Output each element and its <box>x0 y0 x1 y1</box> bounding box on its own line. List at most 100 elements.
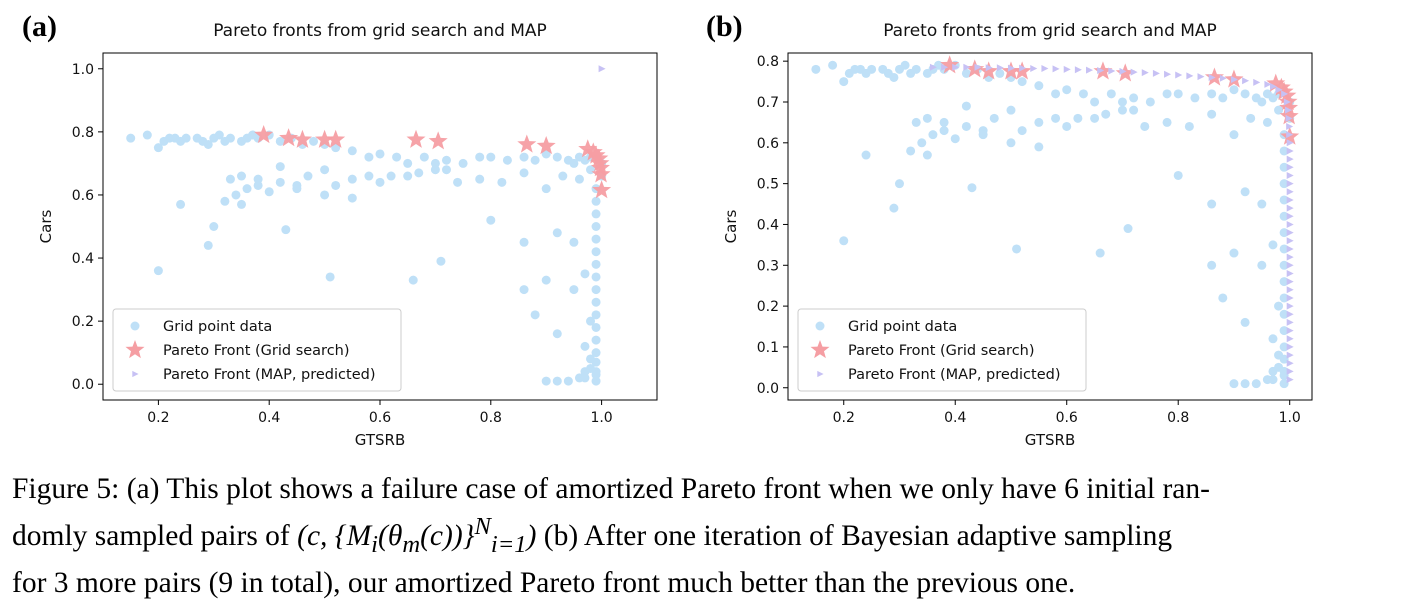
y-tick-label: 0.2 <box>72 314 94 330</box>
grid-point <box>375 149 385 159</box>
legend-marker-triangle <box>817 370 824 378</box>
grid-point <box>1140 121 1150 131</box>
grid-point <box>519 285 529 295</box>
grid-point <box>430 158 440 168</box>
grid-point <box>153 266 163 276</box>
grid-point <box>237 199 246 209</box>
pareto-map-triangle <box>1281 90 1289 98</box>
series-circle <box>811 60 1295 389</box>
pareto-grid-star <box>1274 81 1294 100</box>
grid-point <box>1184 121 1194 131</box>
caption-math-sup-n: N <box>474 513 491 540</box>
series-triangle-right <box>929 63 1294 384</box>
pareto-map-triangle <box>1007 64 1015 72</box>
grid-point <box>995 68 1005 78</box>
grid-point <box>220 196 230 206</box>
grid-point <box>1207 260 1217 270</box>
legend-label: Pareto Front (MAP, predicted) <box>848 367 1060 383</box>
pareto-map-triangle <box>1030 65 1038 73</box>
grid-point <box>591 285 601 295</box>
pareto-map-triangle <box>1097 67 1105 75</box>
pareto-map-triangle <box>1286 327 1294 335</box>
grid-point <box>894 179 904 189</box>
chart-a: Pareto fronts from grid search and MAP 0.… <box>37 21 658 449</box>
pareto-map-triangle <box>598 65 606 73</box>
grid-point <box>591 196 601 206</box>
grid-point <box>591 370 601 380</box>
pareto-map-triangle <box>1286 367 1294 375</box>
grid-point <box>591 209 601 219</box>
pareto-map-triangle <box>1286 318 1294 326</box>
series-star <box>254 125 612 199</box>
panel-letter-a: (a) <box>22 10 57 43</box>
grid-point <box>900 60 910 70</box>
grid-point <box>1279 146 1289 156</box>
grid-point <box>320 190 330 200</box>
grid-point <box>591 272 601 282</box>
pareto-map-triangle <box>1208 73 1216 81</box>
grid-point <box>1240 187 1250 197</box>
grid-point <box>1257 97 1267 107</box>
grid-point <box>922 150 932 160</box>
pareto-map-triangle <box>1286 302 1294 310</box>
legend-marker-star <box>125 340 145 359</box>
pareto-grid-star <box>1001 61 1021 80</box>
grid-point <box>176 199 186 209</box>
grid-point <box>436 256 446 266</box>
grid-point <box>1279 371 1289 381</box>
pareto-map-triangle <box>1108 67 1116 75</box>
y-tick-label: 0.5 <box>757 177 779 193</box>
grid-point <box>591 259 601 269</box>
pareto-map-triangle <box>1286 220 1294 228</box>
grid-point <box>591 310 601 320</box>
pareto-map-triangle <box>1286 261 1294 269</box>
pareto-map-triangle <box>1286 171 1294 179</box>
grid-point <box>917 138 927 148</box>
grid-point <box>225 174 235 184</box>
grid-point <box>1129 105 1139 115</box>
y-tick-label: 0.1 <box>757 340 779 356</box>
pareto-map-triangle <box>1286 359 1294 367</box>
grid-point <box>1090 113 1100 123</box>
y-tick-label: 0.4 <box>757 217 779 233</box>
pareto-map-triangle <box>1286 229 1294 237</box>
grid-point <box>1034 117 1044 127</box>
pareto-map-triangle <box>963 63 971 71</box>
grid-point <box>1006 138 1016 148</box>
legend-label: Grid point data <box>163 319 272 335</box>
grid-point <box>889 203 899 213</box>
grid-point <box>1279 179 1289 189</box>
grid-point <box>1274 105 1284 115</box>
grid-point <box>1173 89 1183 99</box>
pareto-map-triangle <box>952 63 960 71</box>
grid-point <box>591 322 601 332</box>
grid-point <box>1006 105 1016 115</box>
pareto-grid-star <box>517 134 537 153</box>
pareto-map-triangle <box>1286 155 1294 163</box>
grid-point <box>1279 211 1289 221</box>
grid-point <box>325 272 335 282</box>
grid-point <box>1279 326 1289 336</box>
pareto-grid-star <box>406 129 426 148</box>
grid-point <box>811 64 821 74</box>
grid-point <box>347 193 357 203</box>
grid-point <box>519 237 529 247</box>
grid-point <box>563 376 573 386</box>
plot-frame <box>102 52 658 401</box>
grid-point <box>889 72 899 82</box>
caption-math-theta: (θ <box>378 519 403 552</box>
pareto-grid-star <box>1266 73 1286 92</box>
grid-point <box>1279 260 1289 270</box>
grid-point <box>403 171 413 181</box>
grid-point <box>403 158 413 168</box>
pareto-grid-star <box>428 131 448 150</box>
grid-point <box>586 316 596 326</box>
pareto-map-triangle <box>1286 343 1294 351</box>
grid-point <box>828 60 838 70</box>
grid-point <box>1229 130 1239 140</box>
pareto-map-triangle <box>1286 351 1294 359</box>
grid-point <box>392 152 402 162</box>
grid-point <box>364 152 374 162</box>
grid-point <box>580 341 590 351</box>
grid-point <box>552 228 562 238</box>
